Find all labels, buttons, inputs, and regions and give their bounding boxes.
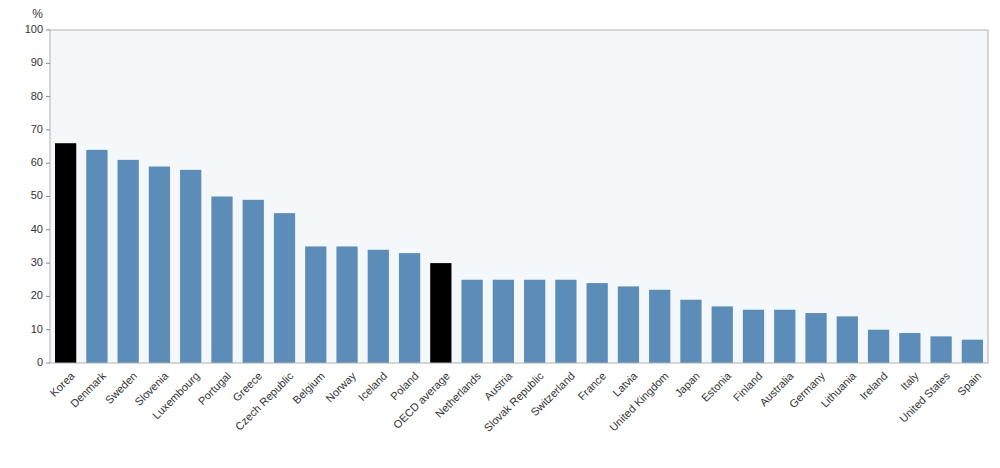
chart: 0 10 20 30 40 50 60 70 80 90 100% KoreaDenmarkSwede…	[0, 0, 1000, 468]
bar	[930, 336, 951, 363]
x-tick-label: Lithuania	[818, 369, 859, 410]
x-tick-label: Ireland	[857, 370, 889, 402]
bar	[868, 330, 889, 363]
bar	[805, 313, 826, 363]
x-tick-label: Japan	[672, 370, 702, 400]
y-tick-label: 100	[25, 23, 43, 35]
x-tick-label: United States	[897, 369, 953, 425]
bars	[55, 143, 983, 363]
y-tick	[46, 129, 50, 130]
y-tick	[46, 363, 50, 364]
y-tick-label: 20	[31, 289, 43, 301]
x-tick-label: Estonia	[699, 369, 734, 404]
chart-container: 0 10 20 30 40 50 60 70 80 90 100% KoreaDenmarkSwede…	[0, 0, 1000, 468]
bar	[399, 253, 420, 363]
x-tick-label: Luxembourg	[150, 370, 202, 422]
plot-background	[50, 30, 988, 363]
x-tick-label: Portugal	[196, 370, 233, 407]
bar	[837, 316, 858, 363]
y-tick-label: 60	[31, 156, 43, 168]
y-tick-label: 80	[31, 90, 43, 102]
x-tick-label: Denmark	[68, 369, 108, 409]
x-tick-label: France	[576, 370, 609, 403]
y-tick	[46, 63, 50, 64]
y-tick	[46, 163, 50, 164]
plot-frame	[50, 30, 988, 363]
bar	[555, 280, 576, 363]
bar	[899, 333, 920, 363]
y-tick	[46, 329, 50, 330]
y-tick	[46, 196, 50, 197]
y-tick	[46, 30, 50, 31]
bar	[712, 306, 733, 363]
y-tick-label: 40	[31, 223, 43, 235]
x-tick-label: Latvia	[610, 369, 640, 399]
bar	[118, 160, 139, 363]
bar	[524, 280, 545, 363]
y-tick-label: 10	[31, 323, 43, 335]
bar	[587, 283, 608, 363]
bar	[368, 250, 389, 363]
bar	[305, 246, 326, 363]
y-tick-label: 90	[31, 56, 43, 68]
x-tick-label: Korea	[47, 369, 77, 399]
bar	[743, 310, 764, 363]
x-tick-label: Norway	[323, 369, 358, 404]
y-tick-label: 30	[31, 256, 43, 268]
x-tick-label: Iceland	[356, 370, 390, 404]
bar	[211, 197, 232, 364]
y-axis: 0 10 20 30 40 50 60 70 80 90 100	[25, 23, 50, 368]
x-tick-label: Netherlands	[433, 369, 484, 420]
x-tick-label: Italy	[898, 369, 921, 392]
y-tick-label: 70	[31, 123, 43, 135]
bar	[461, 280, 482, 363]
x-tick-label: United Kingdom	[607, 370, 671, 434]
y-tick	[46, 296, 50, 297]
bar	[274, 213, 295, 363]
y-tick	[46, 229, 50, 230]
bar	[149, 167, 170, 363]
y-tick	[46, 263, 50, 264]
x-tick-label: Belgium	[290, 370, 327, 407]
bar	[180, 170, 201, 363]
x-tick-label: Spain	[955, 370, 983, 398]
bar	[55, 143, 76, 363]
y-tick-label: 50	[31, 189, 43, 201]
bar	[430, 263, 451, 363]
bar	[680, 300, 701, 363]
bar	[86, 150, 107, 363]
x-axis: KoreaDenmarkSwedenSloveniaLuxembourgPort…	[47, 369, 983, 434]
x-tick-label: Czech Republic	[233, 369, 296, 432]
bar	[243, 200, 264, 363]
bar	[649, 290, 670, 363]
y-axis-label: %	[32, 7, 43, 21]
bar	[493, 280, 514, 363]
bar	[336, 246, 357, 363]
bar	[962, 340, 983, 363]
y-tick	[46, 96, 50, 97]
y-tick-label: 0	[37, 356, 43, 368]
x-tick-label: Switzerland	[528, 370, 577, 419]
bar	[618, 286, 639, 363]
bar	[774, 310, 795, 363]
